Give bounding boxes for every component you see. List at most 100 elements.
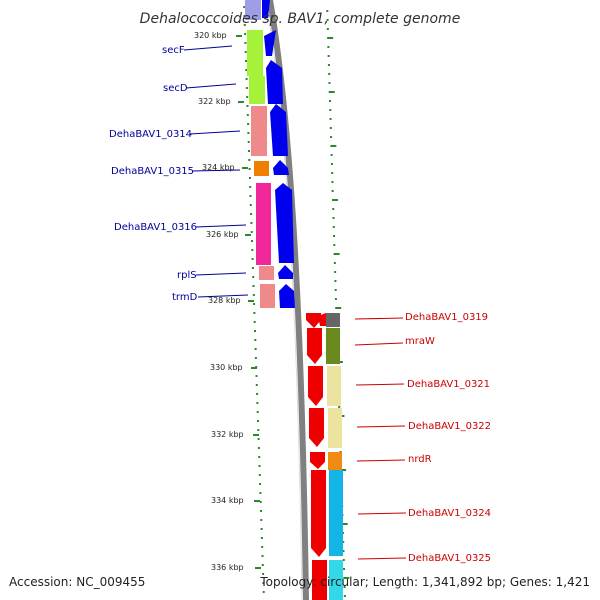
gene-bar-DehaBAV1_0324 xyxy=(329,470,343,556)
tick-label: 326 kbp xyxy=(206,230,239,239)
reverse-cds-track xyxy=(306,313,327,600)
track-dot xyxy=(334,298,337,300)
cds-arrow xyxy=(312,560,327,600)
tick: 332 kbp xyxy=(211,430,259,439)
tick-label: 332 kbp xyxy=(211,430,244,439)
track-dot xyxy=(327,55,330,57)
track-dot xyxy=(243,15,246,17)
cds-arrow xyxy=(270,104,288,156)
track-dot xyxy=(261,564,264,566)
track-dot xyxy=(257,429,260,431)
track-dot xyxy=(257,420,259,422)
gene-bar-DehaBAV1_0322 xyxy=(328,408,342,448)
track-dot xyxy=(253,321,256,323)
track-dot xyxy=(343,586,346,588)
tick-label: 336 kbp xyxy=(211,563,244,572)
track-dot xyxy=(256,402,259,404)
track-dot xyxy=(331,190,334,192)
gene-label-DehaBAV1_0314: DehaBAV1_0314 xyxy=(109,129,192,140)
tick-label: 328 kbp xyxy=(208,296,241,305)
track-dot xyxy=(342,550,345,552)
track-dot xyxy=(253,312,256,314)
track-dot xyxy=(330,136,333,138)
tick: 328 kbp xyxy=(208,296,254,305)
gene-bar-DehaBAV1_0319 xyxy=(326,313,340,327)
track-dot xyxy=(334,280,337,282)
cds-arrow xyxy=(311,470,326,557)
track-dot xyxy=(328,73,331,75)
track-dot xyxy=(248,177,251,179)
track-dot xyxy=(243,24,246,26)
gene-bar-top xyxy=(245,0,261,20)
track-dot xyxy=(244,42,247,44)
track-dot xyxy=(343,595,346,597)
cds-arrow xyxy=(275,183,294,263)
track-dot xyxy=(329,127,332,129)
track-dot xyxy=(250,231,253,233)
track-dot xyxy=(261,555,264,557)
cds-arrow xyxy=(306,313,321,328)
track-dot xyxy=(330,145,337,147)
track-dot xyxy=(251,249,254,251)
track-dot xyxy=(246,96,249,98)
track-dot xyxy=(255,384,258,386)
track-dot xyxy=(258,474,261,476)
track-dot xyxy=(256,393,259,395)
track-dot xyxy=(332,226,335,228)
forward-gene-bars xyxy=(245,0,275,308)
tick: 336 kbp xyxy=(211,563,261,572)
track-dot xyxy=(259,492,262,494)
topology-label: Topology: circular; Length: 1,341,892 bp… xyxy=(259,575,590,589)
tick-label: 330 kbp xyxy=(210,363,243,372)
track-dot xyxy=(253,303,256,305)
track-dot xyxy=(257,438,260,440)
track-dot xyxy=(251,267,254,269)
track-dot xyxy=(243,6,246,8)
cds-arrow xyxy=(273,160,289,175)
track-dot xyxy=(254,330,256,332)
gene-label-trmD: trmD xyxy=(172,292,198,303)
gene-bar-DehaBAV1_0321 xyxy=(327,366,341,406)
track-dot xyxy=(327,64,330,66)
gene-label-DehaBAV1_0324: DehaBAV1_0324 xyxy=(408,508,491,519)
track-dot xyxy=(262,582,265,584)
track-dot xyxy=(329,100,331,102)
track-dot xyxy=(256,411,259,413)
track-dot xyxy=(342,559,345,561)
cds-arrow xyxy=(266,60,283,104)
cds-arrow xyxy=(279,284,295,308)
tick-label: 322 kbp xyxy=(198,97,231,106)
track-dot xyxy=(252,276,255,278)
track-dot xyxy=(334,289,337,291)
gene-label-DehaBAV1_0325: DehaBAV1_0325 xyxy=(408,553,491,564)
track-dot xyxy=(249,186,252,188)
track-dot xyxy=(248,168,251,170)
track-dot xyxy=(252,294,255,296)
track-dot xyxy=(330,163,333,165)
track-dot xyxy=(260,537,263,539)
track-dot xyxy=(246,114,249,116)
track-dot xyxy=(333,244,336,246)
track-dot xyxy=(250,213,253,215)
scale-ticks: 320 kbp 322 kbp 324 kbp 326 kbp 328 kbp … xyxy=(194,31,261,572)
track-dot xyxy=(333,253,340,255)
track-dot xyxy=(247,141,250,143)
reverse-gene-bars xyxy=(326,313,343,600)
cds-arrow xyxy=(262,0,270,18)
gene-bar-nrdR xyxy=(328,452,342,470)
cds-arrow xyxy=(310,452,325,469)
track-dot xyxy=(331,172,334,174)
track-dot xyxy=(254,339,257,341)
track-dot xyxy=(247,132,250,134)
track-dot xyxy=(251,240,253,242)
gene-label-DehaBAV1_0315: DehaBAV1_0315 xyxy=(111,166,194,177)
track-dot xyxy=(247,123,250,125)
track-dot xyxy=(258,465,261,467)
accession-label: Accession: NC_009455 xyxy=(9,575,145,589)
track-dot xyxy=(244,51,247,53)
gene-bar-DehaBAV1_0314 xyxy=(251,106,267,156)
track-dot xyxy=(331,199,338,201)
track-dot xyxy=(342,541,345,543)
track-dot xyxy=(329,118,332,120)
